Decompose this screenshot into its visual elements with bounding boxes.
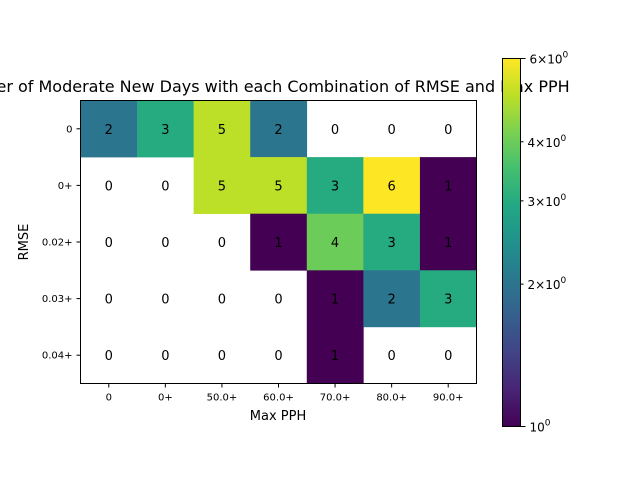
heatmap-cell <box>137 100 194 158</box>
heatmap-cell <box>419 157 477 214</box>
cell-value-label: 2 <box>105 123 113 138</box>
y-tick-label: 0.04+ <box>42 351 73 362</box>
cell-value-label: 0 <box>331 123 339 138</box>
heatmap-cell <box>419 270 477 328</box>
heatmap-cell <box>80 100 138 158</box>
cell-value-label: 1 <box>274 236 282 251</box>
cell-value-label: 0 <box>388 123 396 138</box>
cell-value-label: 0 <box>218 293 226 308</box>
cell-value-label: 3 <box>388 236 396 251</box>
y-axis-label: RMSE <box>17 224 32 261</box>
heatmap-cell <box>250 100 308 158</box>
y-tick-label: 0.03+ <box>42 294 73 305</box>
y-tick-label: 0.02+ <box>42 238 73 249</box>
cell-value-label: 2 <box>388 293 396 308</box>
chart-title: ber of Moderate New Days with each Combi… <box>0 77 570 96</box>
heatmap-cell <box>193 157 251 214</box>
heatmap-cell <box>306 157 364 214</box>
colorbar-ticks: 100 6×100 2×100 3×100 4×100 <box>520 51 569 435</box>
x-tick-label: 70.0+ <box>320 393 351 404</box>
cell-value-label: 6 <box>388 179 396 194</box>
cell-value-label: 0 <box>161 236 169 251</box>
cell-value-label: 5 <box>218 123 226 138</box>
colorbar-tick-label: 100 <box>530 419 551 435</box>
heatmap-cell <box>363 213 421 271</box>
cell-value-label: 0 <box>105 349 113 364</box>
cell-value-label: 1 <box>444 179 452 194</box>
cell-value-label: 0 <box>218 349 226 364</box>
cell-value-label: 0 <box>161 293 169 308</box>
cell-value-label: 0 <box>444 349 452 364</box>
heatmap-cell <box>193 100 251 158</box>
cell-value-label: 0 <box>274 293 282 308</box>
x-tick-label: 0 <box>106 393 112 404</box>
heatmap-cells <box>80 100 477 384</box>
heatmap-cell <box>419 213 477 271</box>
heatmap-cell <box>306 270 364 328</box>
cell-value-label: 5 <box>218 179 226 194</box>
heatmap-cell <box>250 157 308 214</box>
colorbar-tick-label: 3×100 <box>528 193 567 209</box>
cell-value-label: 0 <box>218 236 226 251</box>
cell-value-label: 3 <box>161 123 169 138</box>
cell-value-label: 0 <box>444 123 452 138</box>
y-tick-label: 0+ <box>58 181 73 192</box>
cell-value-label: 5 <box>274 179 282 194</box>
cell-value-label: 0 <box>161 179 169 194</box>
y-tick-label: 0 <box>66 124 72 135</box>
x-tick-label: 50.0+ <box>207 393 238 404</box>
heatmap-cell <box>306 213 364 271</box>
colorbar-tick-label: 2×100 <box>528 276 567 292</box>
colorbar-tick-label: 4×100 <box>528 134 567 150</box>
y-axis-ticks: 0 0+ 0.02+ 0.03+ 0.04+ <box>42 124 81 362</box>
heatmap-cell <box>250 213 308 271</box>
x-axis-label: Max PPH <box>250 409 306 424</box>
colorbar <box>502 58 521 427</box>
cell-value-label: 0 <box>388 349 396 364</box>
cell-value-label: 2 <box>274 123 282 138</box>
cell-labels: 2 3 5 2 0 0 0 0 0 5 5 3 6 1 0 0 0 1 4 3 1 0 0 0 0 1 2 3 0 0 0 0 1 0 0 <box>105 123 453 364</box>
x-tick-label: 0+ <box>158 393 173 404</box>
x-tick-label: 60.0+ <box>263 393 294 404</box>
heatmap-cell <box>306 326 364 384</box>
cell-value-label: 3 <box>331 179 339 194</box>
colorbar-tick-label: 6×100 <box>530 51 569 67</box>
x-tick-label: 90.0+ <box>433 393 464 404</box>
cell-value-label: 0 <box>105 236 113 251</box>
cell-value-label: 3 <box>444 293 452 308</box>
cell-value-label: 0 <box>105 293 113 308</box>
cell-value-label: 4 <box>331 236 339 251</box>
cell-value-label: 1 <box>331 349 339 364</box>
x-tick-label: 80.0+ <box>376 393 407 404</box>
cell-value-label: 1 <box>444 236 452 251</box>
cell-value-label: 0 <box>274 349 282 364</box>
cell-value-label: 0 <box>161 349 169 364</box>
heatmap-cell <box>363 157 421 214</box>
x-axis-ticks: 0 0+ 50.0+ 60.0+ 70.0+ 80.0+ 90.0+ <box>106 383 464 404</box>
heatmap-cell <box>363 270 421 328</box>
cell-value-label: 0 <box>105 179 113 194</box>
cell-value-label: 1 <box>331 293 339 308</box>
